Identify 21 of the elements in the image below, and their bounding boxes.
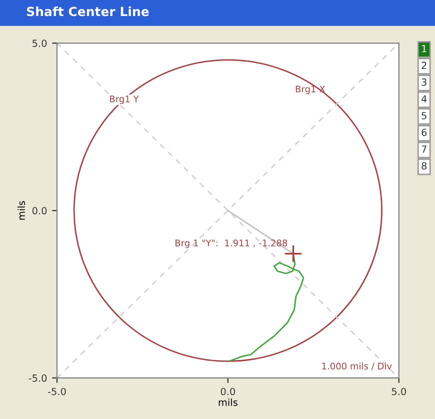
text: 5 [422,112,426,120]
text: 8 [422,162,427,170]
y-axis-title: mils [17,201,26,220]
annotation: Brg 1 "Y": 1.911 , -1.288 [175,240,288,248]
x-tick-label: 0.0 [220,388,236,396]
y-tick-label: 0.0 [32,207,47,214]
text: 1 [422,45,426,52]
text: 7 [422,146,426,153]
text: 3 [422,78,426,86]
y-tick-label: 5.0 [32,40,47,47]
text: 4 [422,95,427,102]
annotation: Brg1 Y [110,96,139,104]
y-tick-label: -5.0 [28,374,47,382]
x-tick-label: 5.0 [392,388,406,396]
annotation: 1.000 mils / Div [322,362,392,370]
line-series [230,252,304,362]
chart-title: Shaft Center Line [26,6,149,16]
x-tick-label: -5.0 [48,388,66,396]
text: 2 [422,62,426,69]
text: 6 [422,128,427,136]
x-axis-title: mils [218,398,238,406]
